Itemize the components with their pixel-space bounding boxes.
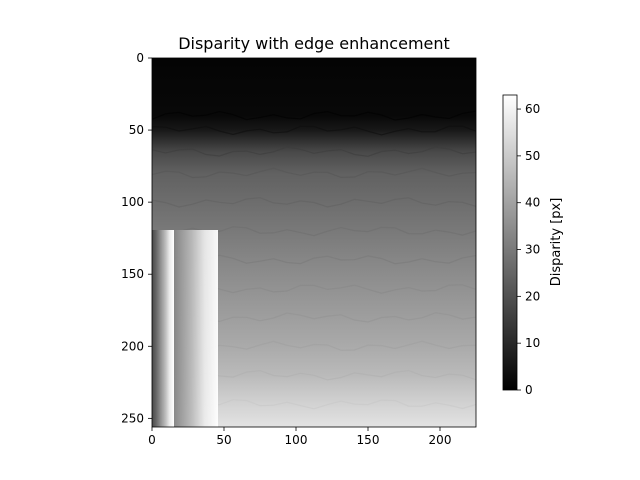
disparity-band bbox=[152, 226, 476, 237]
y-tick-label: 150 bbox=[121, 267, 144, 281]
x-axis: 0 50 100 150 200 bbox=[148, 427, 451, 447]
x-tick-label: 100 bbox=[285, 433, 308, 447]
colorbar-tick-label: 10 bbox=[525, 336, 540, 350]
colorbar-tick-label: 60 bbox=[525, 102, 540, 116]
y-tick-label: 50 bbox=[129, 123, 144, 137]
disparity-band bbox=[152, 146, 476, 157]
chart-title: Disparity with edge enhancement bbox=[178, 34, 450, 53]
colorbar-tick-label: 0 bbox=[525, 383, 533, 397]
colorbar-tick-label: 30 bbox=[525, 243, 540, 257]
x-tick-label: 150 bbox=[357, 433, 380, 447]
disparity-band bbox=[152, 110, 476, 121]
colorbar-axis: 0 10 20 30 40 50 60 bbox=[517, 102, 540, 397]
colorbar: 0 10 20 30 40 50 60 Disparity [px] bbox=[502, 94, 564, 397]
colorbar-tick-label: 40 bbox=[525, 196, 540, 210]
colorbar-label: Disparity [px] bbox=[549, 198, 564, 287]
colorbar-gradient bbox=[502, 94, 518, 391]
plot-frame bbox=[151, 57, 477, 428]
disparity-image bbox=[152, 58, 476, 427]
y-tick-label: 100 bbox=[121, 195, 144, 209]
x-tick-label: 0 bbox=[148, 433, 156, 447]
disparity-band bbox=[152, 167, 476, 179]
disparity-band bbox=[152, 125, 476, 136]
disparity-left-edge-upper bbox=[152, 230, 174, 427]
colorbar-tick-label: 50 bbox=[525, 149, 540, 163]
y-tick-label: 0 bbox=[136, 51, 144, 65]
disparity-band bbox=[152, 197, 476, 208]
y-axis: 0 50 100 150 200 250 bbox=[121, 51, 152, 425]
x-tick-label: 50 bbox=[216, 433, 231, 447]
y-tick-label: 200 bbox=[121, 339, 144, 353]
colorbar-tick-label: 20 bbox=[525, 289, 540, 303]
x-tick-label: 200 bbox=[429, 433, 452, 447]
y-tick-label: 250 bbox=[121, 411, 144, 425]
